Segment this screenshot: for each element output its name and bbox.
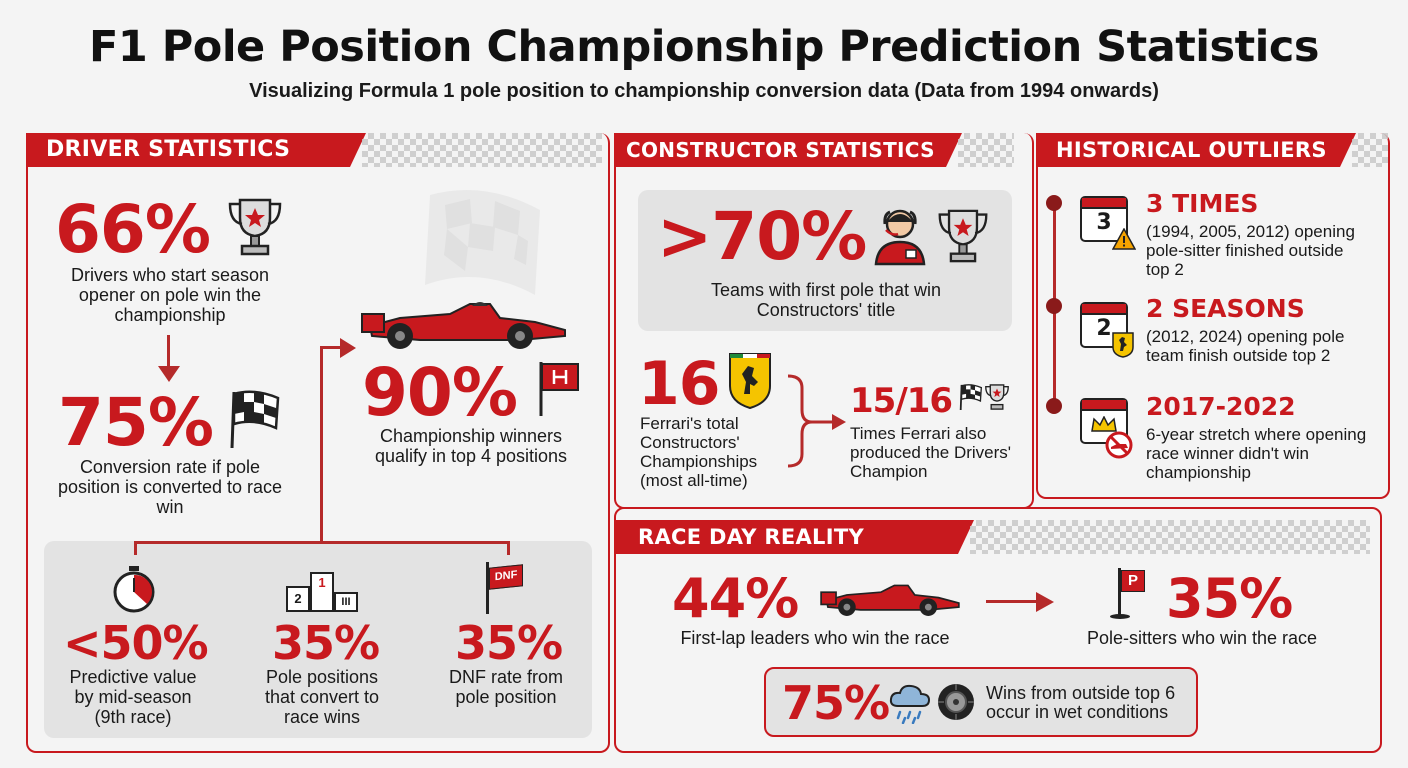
f1-car-icon [361,302,566,349]
arrow-down-icon [158,366,180,382]
podium-icon: 2 1 III [284,572,360,612]
outlier-2-value: 2 SEASONS [1146,294,1305,323]
stat-35-dnf-value: 35% [455,616,563,670]
bracket-top [134,541,510,544]
calendar-icon: 3 [1080,196,1128,242]
arrow-line [986,600,1040,603]
outliers-header: HISTORICAL OUTLIERS [1036,133,1356,167]
outlier-1-desc: (1994, 2005, 2012) opening pole-sitter f… [1146,222,1355,279]
engineer-icon [874,209,926,266]
arrow-right-icon [340,338,356,358]
stat-16-value: 16 [638,349,720,419]
no-car-icon [1105,431,1133,459]
connector-horizontal [320,346,342,349]
outlier-1-value: 3 TIMES [1146,189,1259,218]
outliers-panel [1036,133,1390,499]
trophy-icon [985,384,1009,410]
stat-90-value: 90% [362,354,518,431]
trophy-icon [938,209,988,263]
stat-75-wet-desc: Wins from outside top 6 occur in wet con… [986,683,1176,722]
podium-third: III [334,592,358,612]
podium-second: 2 [286,586,310,612]
raceday-header: RACE DAY REALITY [614,520,974,554]
stat-75-desc: Conversion rate if pole position is conv… [57,457,283,517]
stat-66-value: 66% [55,191,211,268]
pole-flag-label: P [1121,570,1145,592]
calendar-icon: 2 [1080,302,1128,348]
checkered-flag-icon [230,390,280,449]
stat-70-desc: Teams with first pole that win Construct… [710,280,942,320]
tire-icon [938,684,974,720]
trophy-icon [228,198,282,256]
warning-icon [1112,228,1136,250]
calendar-number: 2 [1096,316,1112,341]
stat-16-desc: Ferrari's total Constructors' Championsh… [640,414,758,490]
stat-44-value: 44% [672,567,799,630]
stat-35-pole-value: 35% [272,616,380,670]
stat-75-wet-value: 75% [782,676,890,730]
ferrari-shield-icon [729,353,771,410]
stat-35-dnf-desc: DNF rate from pole position [448,667,563,707]
checker-pattern [1352,133,1388,167]
connector-vertical [320,346,323,554]
stat-1516-value: 15/16 [850,381,953,421]
stat-35-pole-desc: Pole positions that convert to race wins [264,667,380,727]
checkered-flag-watermark-icon [425,190,540,295]
constructor-header: CONSTRUCTOR STATISTICS [614,133,962,167]
checker-pattern [958,133,1014,167]
rain-cloud-icon [889,684,931,724]
checkered-flag-icon [959,384,983,411]
arrow-line [167,335,170,370]
outlier-2-desc: (2012, 2024) opening pole team finish ou… [1146,327,1345,365]
stat-90-desc: Championship winners qualify in top 4 po… [374,426,568,466]
arrow-right-icon [1036,592,1054,612]
driver-panel [26,133,610,753]
outlier-3-value: 2017-2022 [1146,392,1296,421]
stat-44-desc: First-lap leaders who win the race [680,628,950,648]
pole-flag-icon: P [1110,568,1150,620]
driver-header: DRIVER STATISTICS [26,133,366,167]
podium-first: 1 [310,572,334,612]
f1-car-icon [820,584,960,616]
timeline-dot [1046,298,1062,314]
stopwatch-icon [113,566,155,613]
page-subtitle: Visualizing Formula 1 pole position to c… [249,80,1159,102]
dnf-flag-icon: DNF [484,562,524,614]
bracket-arrow-icon [787,374,846,468]
stat-lt50-value: <50% [63,616,209,670]
stat-70-value: >70% [657,198,867,275]
outlier-3-desc: 6-year stretch where opening race winner… [1146,425,1367,482]
bracket-right [507,541,510,555]
checker-pattern [970,520,1370,554]
bracket-left [134,541,137,555]
wet-box [764,667,1198,737]
stat-lt50-desc: Predictive value by mid-season (9th race… [69,667,197,727]
stat-35-pole-race-value: 35% [1166,567,1293,630]
calendar-number: 3 [1096,210,1112,235]
stat-75-value: 75% [58,384,214,461]
checker-pattern [362,133,602,167]
timeline-dot [1046,398,1062,414]
stat-35-pole-race-desc: Pole-sitters who win the race [1086,628,1318,648]
dnf-flag-label: DNF [489,564,523,590]
stat-66-desc: Drivers who start season opener on pole … [70,265,270,325]
crown-icon [1091,416,1117,432]
raceday-panel [614,507,1382,753]
ferrari-badge-icon [1112,332,1134,358]
timeline-dot [1046,195,1062,211]
stat-1516-desc: Times Ferrari also produced the Drivers'… [850,424,1012,481]
page-title: F1 Pole Position Championship Prediction… [89,22,1319,72]
red-flag-icon [539,362,579,416]
